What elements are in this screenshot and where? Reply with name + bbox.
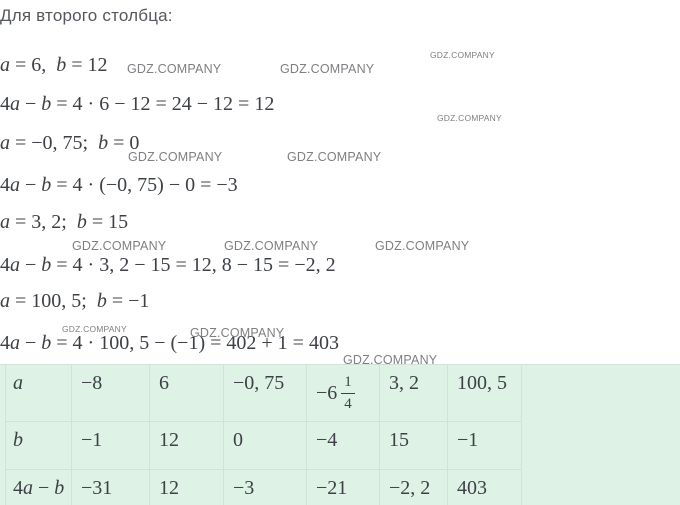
table-cell: −4 <box>307 422 380 470</box>
table-row-filler <box>522 365 680 422</box>
table-cell: −0, 75 <box>224 365 307 422</box>
table-row: a −8 6 −0, 75 −6 1 4 3, 2 100, 5 <box>5 365 680 422</box>
table-cell: 100, 5 <box>448 365 522 422</box>
table-row: 4a − b −31 12 −3 −21 −2, 2 403 <box>5 470 680 505</box>
values-table-body: a −8 6 −0, 75 −6 1 4 3, 2 100, 5 b −1 12 0 −4 15 −1 4a −… <box>5 365 680 505</box>
fraction-numerator: 1 <box>341 372 355 394</box>
table-cell: −1 <box>448 422 522 470</box>
math-line-6: 4a − b = 4 · 3, 2 − 15 = 12, 8 − 15 = −2… <box>0 254 336 276</box>
table-cell: 12 <box>150 470 224 505</box>
page-title: Для второго столбца: <box>0 6 173 25</box>
watermark: GDZ.COMPANY <box>437 113 502 123</box>
watermark: GDZ.COMPANY <box>430 50 495 60</box>
table-cell: −3 <box>224 470 307 505</box>
watermark: GDZ.COMPANY <box>280 62 375 76</box>
row-label-cell: b <box>5 422 72 470</box>
table-cell: −31 <box>72 470 150 505</box>
table-cell: 6 <box>150 365 224 422</box>
math-line-8: 4a − b = 4 · 100, 5 − (−1) = 402 + 1 = 4… <box>0 332 339 354</box>
table-cell: −2, 2 <box>380 470 448 505</box>
table-row: b −1 12 0 −4 15 −1 <box>5 422 680 470</box>
table-cell: 0 <box>224 422 307 470</box>
math-line-3: a = −0, 75; b = 0 <box>0 132 140 154</box>
table-cell: 12 <box>150 422 224 470</box>
watermark: GDZ.COMPANY <box>190 326 285 340</box>
table-cell: −21 <box>307 470 380 505</box>
table-cell: −1 <box>72 422 150 470</box>
watermark: GDZ.COMPANY <box>224 239 319 253</box>
row-label-cell: 4a − b <box>5 470 72 505</box>
table-cell: −8 <box>72 365 150 422</box>
math-line-1: a = 6, b = 12 <box>0 54 108 76</box>
math-line-7: a = 100, 5; b = −1 <box>0 290 150 312</box>
fraction-denominator: 4 <box>344 395 352 412</box>
table-cell: −6 1 4 <box>307 365 380 422</box>
math-line-5: a = 3, 2; b = 15 <box>0 211 129 233</box>
watermark: GDZ.COMPANY <box>343 353 438 367</box>
watermark: GDZ.COMPANY <box>128 150 223 164</box>
math-line-4: 4a − b = 4 · (−0, 75) − 0 = −3 <box>0 174 238 196</box>
row-label-cell: a <box>5 365 72 422</box>
table-cell: 3, 2 <box>380 365 448 422</box>
watermark: GDZ.COMPANY <box>287 150 382 164</box>
table-cell: 15 <box>380 422 448 470</box>
watermark: GDZ.COMPANY <box>72 239 167 253</box>
values-table: a −8 6 −0, 75 −6 1 4 3, 2 100, 5 b −1 12 0 −4 15 −1 4a −… <box>0 364 680 505</box>
table-row-filler <box>522 470 680 505</box>
watermark: GDZ.COMPANY <box>375 239 470 253</box>
table-cell: 403 <box>448 470 522 505</box>
math-line-2: 4a − b = 4 · 6 − 12 = 24 − 12 = 12 <box>0 93 275 115</box>
fraction-whole-part: −6 <box>316 381 338 404</box>
watermark: GDZ.COMPANY <box>62 324 127 334</box>
watermark: GDZ.COMPANY <box>127 62 222 76</box>
table-row-filler <box>522 422 680 470</box>
